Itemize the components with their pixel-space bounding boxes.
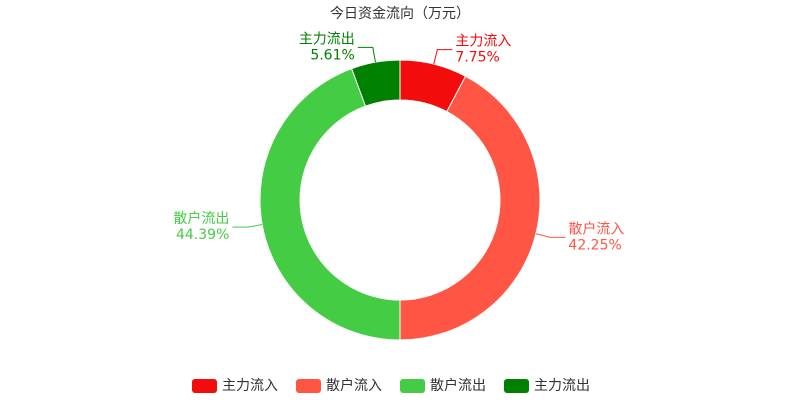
legend-swatch [400, 379, 425, 393]
slice-value: 7.75% [455, 50, 499, 66]
slice-label: 主力流出 [299, 31, 355, 47]
slice-label: 散户流入 [568, 220, 624, 237]
legend-label: 主力流入 [222, 378, 278, 394]
chart-title: 今日资金流向（万元） [330, 6, 470, 22]
leader-line [232, 224, 263, 228]
legend-label: 散户流入 [326, 377, 382, 394]
leader-line [433, 49, 453, 65]
legend-swatch [296, 379, 321, 393]
donut-slice [399, 75, 541, 341]
donut-slice [351, 59, 401, 107]
legend-swatch [192, 379, 217, 393]
slice-value: 5.61% [310, 47, 354, 63]
slice-value: 44.39% [176, 227, 229, 243]
leader-line [535, 233, 566, 238]
slice-label: 散户流出 [173, 210, 229, 227]
slice-label: 主力流入 [455, 34, 511, 50]
legend-label: 散户流出 [430, 377, 486, 394]
legend-swatch [504, 379, 529, 393]
slice-value: 42.25% [568, 237, 621, 253]
leader-line [357, 46, 376, 63]
donut-slice [259, 67, 401, 341]
legend-label: 主力流出 [534, 378, 590, 394]
